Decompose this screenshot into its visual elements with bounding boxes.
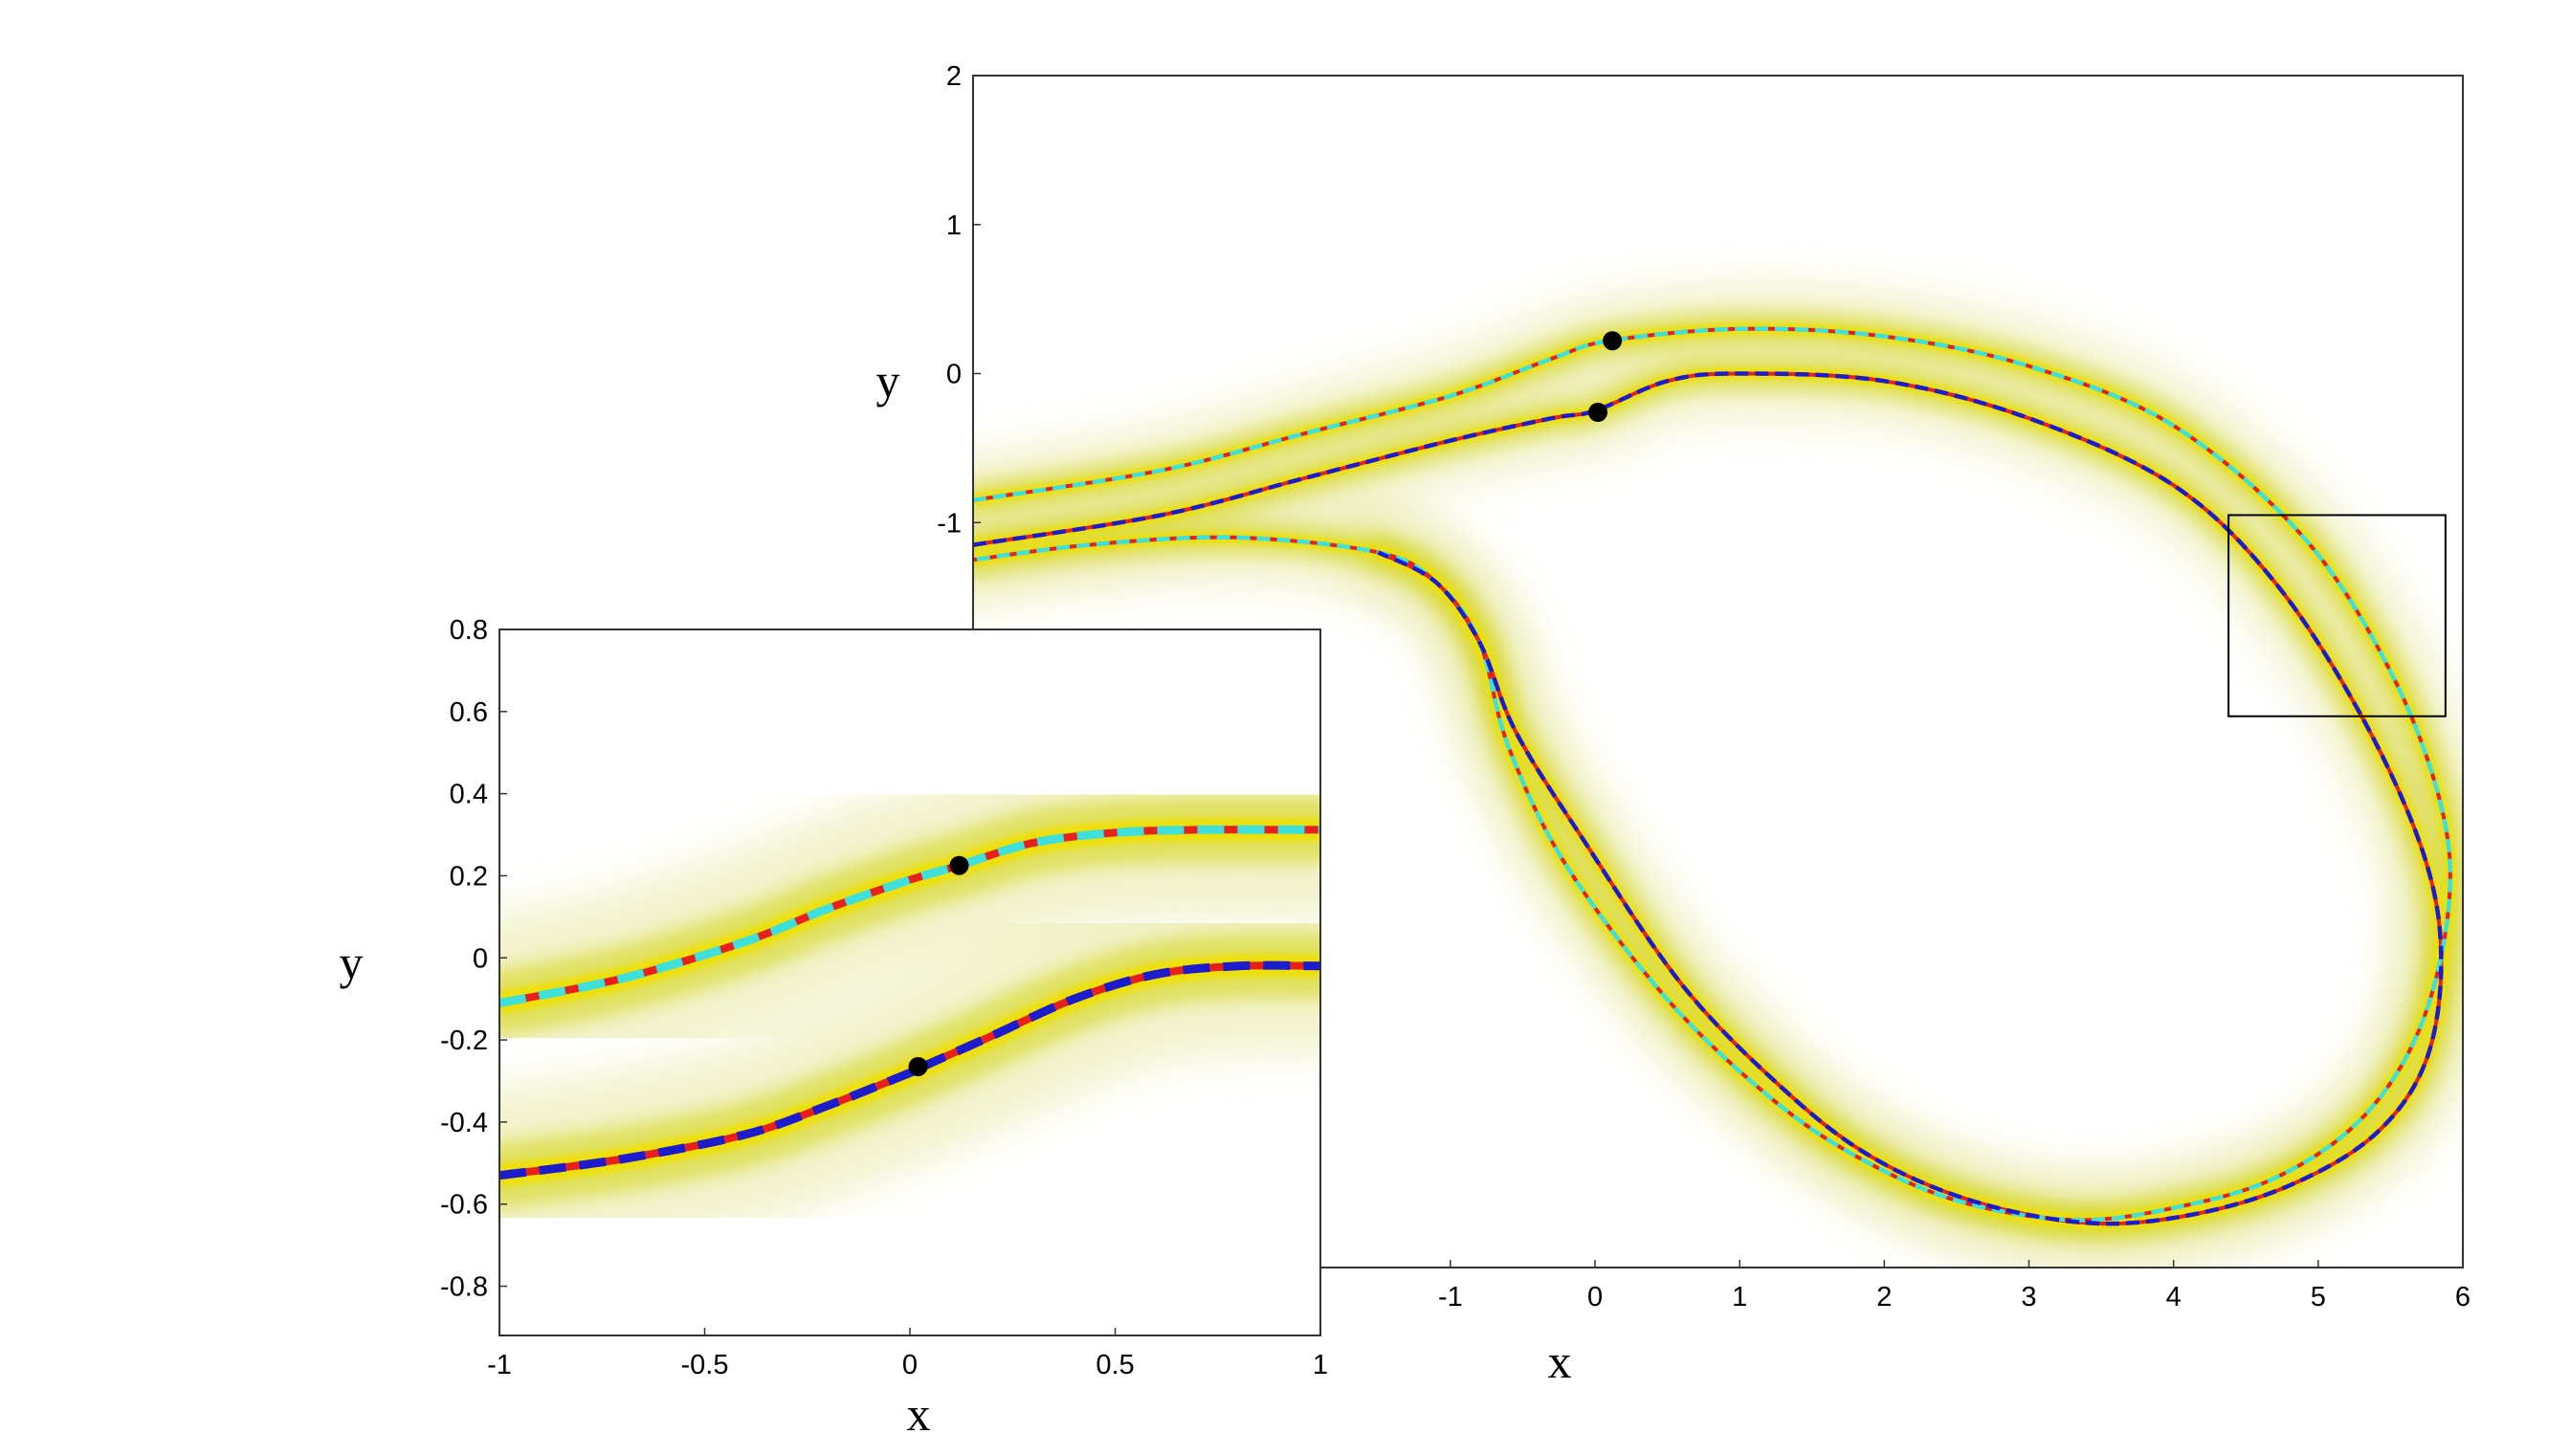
main-x-axis-label: x [1548,1335,1572,1388]
main-x-tick-label: 5 [2311,1282,2326,1313]
inset-y-tick-label: 0.8 [450,615,488,646]
main-marker-1 [1588,402,1608,422]
inset-dashed-curve-0 [499,825,1320,1007]
zoom-region-box [2227,514,2447,717]
inset-panel: -1 -0.5 0 0.5 1 0.8 0.6 0.4 0.2 0 -0.2 -0.4 -0.6 -0.8… [340,615,1329,1441]
main-y-tick-label: 1 [946,210,962,241]
inset-y-tick-label: 0.6 [450,697,488,728]
main-x-tick-label: 0 [1587,1282,1603,1313]
main-y-tick-label: 0 [946,360,962,390]
inset-axis-ticks: -1 -0.5 0 0.5 1 0.8 0.6 0.4 0.2 0 -0.2 -0.4 -0.6 -0.8 [440,615,1328,1380]
main-plot-area [973,285,2463,1268]
main-x-tick-label: -1 [1438,1282,1463,1313]
main-x-tick-label: 4 [2166,1282,2182,1313]
main-x-tick-label: 3 [2021,1282,2036,1313]
main-x-tick-label: 2 [1876,1282,1892,1313]
main-dashed-curve-1 [973,371,2444,1226]
main-x-tick-label: 1 [1732,1282,1747,1313]
inset-y-tick-label: 0 [473,943,488,974]
main-marker-0 [1603,331,1623,351]
main-y-axis-label: y [876,354,900,408]
inset-x-tick-label: 0 [902,1350,918,1380]
inset-marker-1 [908,1056,928,1076]
main-axis-ticks: -1 0 1 2 3 4 5 6 -1 0 1 2 [937,61,2470,1313]
inset-y-tick-label: 0.2 [450,861,488,892]
inset-dashed-curve-1 [499,960,1320,1180]
inset-y-tick-label: 0.4 [450,780,488,810]
inset-x-tick-label: 1 [1313,1350,1328,1380]
inset-y-tick-label: -0.4 [440,1108,488,1138]
inset-y-tick-label: -0.6 [440,1190,488,1221]
main-y-tick-label: -1 [937,508,962,539]
inset-y-tick-label: -0.8 [440,1272,488,1303]
inset-y-tick-label: -0.2 [440,1026,488,1056]
inset-x-tick-label: -0.5 [681,1350,729,1380]
main-y-tick-label: 2 [946,61,962,92]
inset-x-tick-label: 0.5 [1096,1350,1134,1380]
inset-x-axis-label: x [907,1387,931,1441]
main-x-tick-label: 6 [2455,1282,2470,1313]
inset-plot-area [499,743,1320,1262]
inset-x-tick-label: -1 [487,1350,512,1380]
inset-y-axis-label: y [340,936,364,989]
inset-marker-0 [949,855,969,875]
